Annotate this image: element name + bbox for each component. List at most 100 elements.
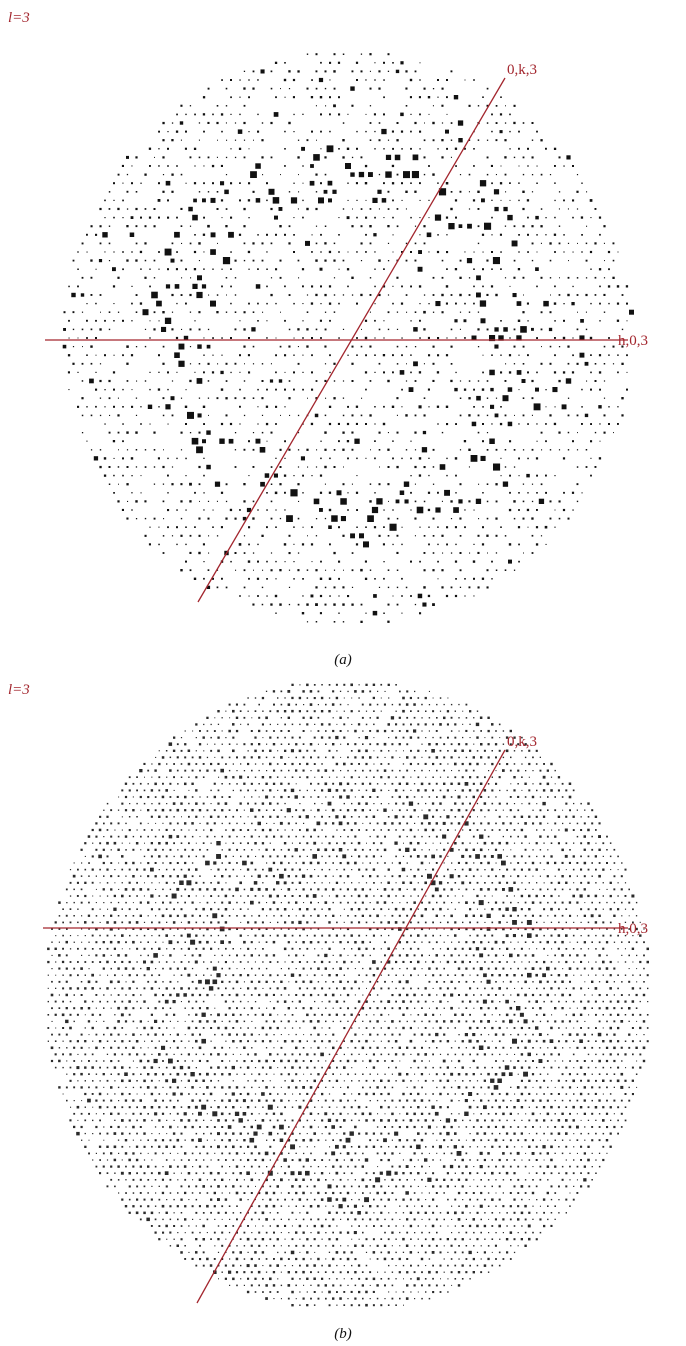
spot	[63, 328, 66, 331]
spot	[370, 243, 372, 245]
spot	[174, 856, 175, 857]
spot	[413, 849, 416, 852]
spot	[351, 710, 353, 712]
spot	[217, 803, 219, 805]
spot	[400, 491, 405, 496]
spot	[144, 790, 146, 792]
spot	[147, 770, 149, 772]
spot	[165, 249, 172, 256]
spot	[129, 948, 130, 949]
spot	[350, 533, 355, 538]
spot	[356, 200, 357, 201]
spot	[525, 902, 527, 904]
spot	[188, 895, 190, 897]
spot	[628, 902, 630, 904]
spot	[603, 294, 605, 296]
spot	[262, 988, 263, 989]
spot	[100, 243, 102, 245]
spot	[344, 698, 345, 699]
spot	[580, 948, 581, 949]
spot	[506, 961, 508, 963]
spot	[188, 948, 190, 950]
spot	[455, 337, 456, 338]
spot	[447, 987, 449, 989]
spot	[473, 756, 475, 758]
spot	[70, 922, 72, 924]
spot	[208, 553, 209, 554]
spot	[604, 380, 605, 381]
spot	[338, 578, 340, 580]
spot	[181, 432, 183, 434]
spot	[158, 199, 161, 202]
spot	[195, 961, 198, 964]
spot	[266, 595, 267, 596]
spot	[176, 544, 177, 545]
spot	[47, 961, 49, 963]
spot	[302, 114, 303, 115]
spot	[554, 915, 556, 917]
spot	[512, 920, 517, 925]
spot	[347, 809, 349, 811]
spot	[339, 967, 342, 970]
spot	[185, 942, 187, 944]
spot	[307, 961, 309, 963]
spot	[412, 171, 419, 178]
spot	[580, 987, 582, 989]
spot	[268, 868, 272, 872]
spot	[481, 318, 486, 323]
spot	[550, 449, 551, 450]
spot	[179, 881, 184, 886]
spot	[199, 483, 201, 485]
spot	[417, 723, 419, 725]
spot	[351, 908, 353, 910]
spot	[401, 303, 403, 305]
spot	[248, 79, 249, 80]
spot	[194, 578, 196, 580]
spot	[314, 737, 316, 739]
spot	[347, 406, 349, 408]
spot	[362, 915, 364, 917]
spot	[443, 783, 445, 785]
spot	[469, 208, 470, 209]
spot	[476, 723, 479, 726]
spot	[547, 955, 548, 956]
spot	[559, 277, 560, 278]
spot	[269, 895, 272, 898]
spot	[510, 730, 512, 732]
spot	[66, 941, 69, 944]
spot	[244, 955, 246, 957]
spot	[529, 777, 530, 778]
spot	[251, 941, 253, 943]
spot	[636, 902, 637, 903]
spot	[221, 875, 223, 877]
spot	[379, 587, 380, 588]
spot	[66, 915, 68, 917]
spot	[406, 770, 408, 772]
spot	[419, 303, 420, 304]
spot	[226, 587, 228, 589]
spot	[162, 311, 164, 313]
spot	[401, 337, 402, 338]
spot	[563, 371, 565, 373]
spot	[176, 458, 177, 459]
spot	[388, 684, 390, 686]
spot	[284, 948, 287, 951]
spot	[225, 869, 227, 871]
spot	[127, 174, 128, 175]
spot	[247, 895, 249, 897]
spot	[248, 750, 249, 751]
spot	[603, 856, 604, 857]
spot	[417, 842, 419, 844]
spot	[306, 449, 308, 451]
spot	[189, 552, 191, 554]
spot	[340, 498, 347, 505]
spot	[545, 389, 546, 390]
spot	[338, 251, 340, 253]
spot	[399, 691, 401, 693]
spot	[491, 251, 493, 253]
spot	[464, 440, 466, 442]
spot	[292, 724, 294, 726]
spot	[111, 849, 112, 850]
spot	[429, 955, 430, 956]
spot	[483, 355, 484, 356]
